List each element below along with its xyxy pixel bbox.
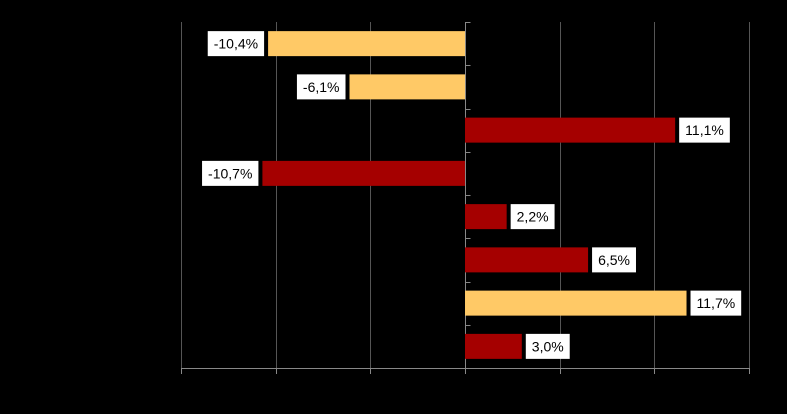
- data-label-text: 2,2%: [517, 209, 549, 225]
- data-label-text: -10,4%: [214, 36, 258, 52]
- bar: [268, 31, 465, 57]
- bar: [262, 160, 465, 186]
- data-label-text: -6,1%: [303, 79, 340, 95]
- data-label: 11,1%: [679, 117, 730, 143]
- bar: [465, 204, 507, 230]
- data-label: -10,7%: [202, 160, 259, 186]
- data-label-text: 11,7%: [697, 295, 736, 311]
- data-label-box: [690, 290, 742, 316]
- data-label-box: [296, 74, 346, 100]
- data-label: -6,1%: [296, 74, 346, 100]
- data-label: 11,7%: [690, 290, 742, 316]
- data-label: 3,0%: [525, 333, 570, 359]
- data-label-box: [202, 160, 259, 186]
- data-label-text: 6,5%: [598, 252, 630, 268]
- data-label-box: [207, 31, 265, 57]
- data-label: 2,2%: [510, 204, 555, 230]
- bar: [465, 247, 589, 273]
- data-label: 6,5%: [592, 247, 636, 273]
- bar: [349, 74, 465, 100]
- bar: [465, 117, 676, 143]
- data-label-text: 11,1%: [685, 122, 724, 138]
- data-label-box: [510, 204, 555, 230]
- data-label-text: 3,0%: [532, 338, 564, 354]
- data-label-box: [592, 247, 636, 273]
- bar: [465, 333, 522, 359]
- data-label-box: [679, 117, 730, 143]
- data-label-box: [525, 333, 570, 359]
- bar: [465, 290, 687, 316]
- data-label: -10,4%: [207, 31, 265, 57]
- data-label-text: -10,7%: [208, 165, 252, 181]
